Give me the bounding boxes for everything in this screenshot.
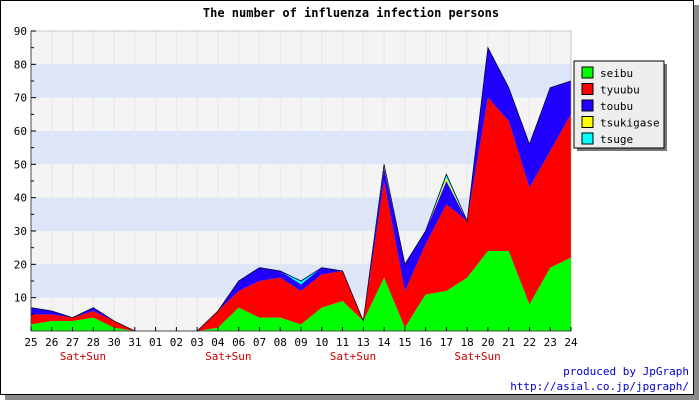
x-tick-labels: 25 26 27 28 30 31 01 02 03 04 06 07 08 09 10 11 13 14 15 16…: [24, 327, 578, 349]
x-tick-label: 30: [107, 336, 120, 349]
legend-swatch-tsukigase: [581, 116, 594, 128]
x-tick-label: 22: [523, 336, 536, 349]
x-tick-label: 15: [398, 336, 411, 349]
x-tick-label: 25: [24, 336, 37, 349]
legend-swatch-tsuge: [581, 132, 594, 145]
weekend-labels: Sat+Sun Sat+Sun Sat+Sun Sat+Sun: [60, 350, 501, 363]
x-tick-label: 09: [294, 336, 307, 349]
weekend-label: Sat+Sun: [330, 350, 376, 363]
legend: seibu tyuubu toubu tsukigase tsuge: [573, 60, 667, 151]
x-tick-label: 02: [170, 336, 183, 349]
credit-line-1: produced by JpGraph: [563, 365, 689, 378]
x-tick-label: 11: [336, 336, 349, 349]
x-tick-label: 24: [564, 336, 578, 349]
x-tick-label: 01: [149, 336, 162, 349]
x-tick-label: 23: [544, 336, 557, 349]
legend-swatch-tyuubu: [581, 83, 594, 95]
legend-label-seibu: seibu: [600, 67, 633, 80]
y-tick-label: 50: [14, 158, 27, 171]
chart-frame: 25 26 27 28 30 31 01 02 03 04 06 07 08 09 10 11 13 14 15 16…: [0, 0, 694, 395]
chart-svg: 25 26 27 28 30 31 01 02 03 04 06 07 08 09 10 11 13 14 15 16…: [14, 6, 689, 393]
x-tick-label: 10: [315, 336, 328, 349]
x-tick-label: 04: [211, 336, 225, 349]
x-tick-label: 07: [253, 336, 266, 349]
y-tick-label: 70: [14, 92, 27, 105]
weekend-label: Sat+Sun: [205, 350, 251, 363]
x-tick-label: 21: [502, 336, 515, 349]
x-tick-label: 20: [481, 336, 494, 349]
weekend-label: Sat+Sun: [454, 350, 500, 363]
y-tick-label: 40: [14, 192, 27, 205]
x-tick-label: 31: [128, 336, 141, 349]
x-tick-label: 16: [419, 336, 432, 349]
stack-outline: [30, 46, 572, 332]
area-seibu: [31, 251, 571, 331]
x-tick-label: 28: [87, 336, 100, 349]
legend-swatch-toubu: [581, 99, 594, 112]
x-tick-label: 08: [274, 336, 287, 349]
x-tick-label: 13: [357, 336, 370, 349]
x-tick-label: 03: [191, 336, 204, 349]
chart-title: The number of influenza infection person…: [203, 6, 499, 20]
y-tick-labels: 10 20 30 40 50 60 70 80 90: [14, 25, 36, 315]
y-tick-label: 10: [14, 292, 27, 305]
legend-swatch-seibu: [581, 66, 594, 79]
stacked-areas: [30, 46, 572, 332]
legend-label-tsukigase: tsukigase: [600, 117, 660, 130]
x-tick-label: 18: [461, 336, 474, 349]
weekend-label: Sat+Sun: [60, 350, 106, 363]
x-tick-label: 14: [377, 336, 391, 349]
x-tick-label: 17: [440, 336, 453, 349]
y-tick-label: 80: [14, 58, 27, 71]
legend-label-tyuubu: tyuubu: [600, 84, 640, 97]
legend-label-tsuge: tsuge: [600, 133, 633, 146]
x-tick-label: 26: [45, 336, 58, 349]
y-tick-label: 60: [14, 125, 27, 138]
x-tick-label: 06: [232, 336, 245, 349]
y-tick-label: 30: [14, 225, 27, 238]
credit-line-2: http://asial.co.jp/jpgraph/: [510, 380, 689, 393]
area-tyuubu: [31, 97, 571, 331]
y-tick-label: 90: [14, 25, 27, 38]
y-tick-label: 20: [14, 258, 27, 271]
legend-label-toubu: toubu: [600, 100, 633, 113]
x-tick-label: 27: [66, 336, 79, 349]
